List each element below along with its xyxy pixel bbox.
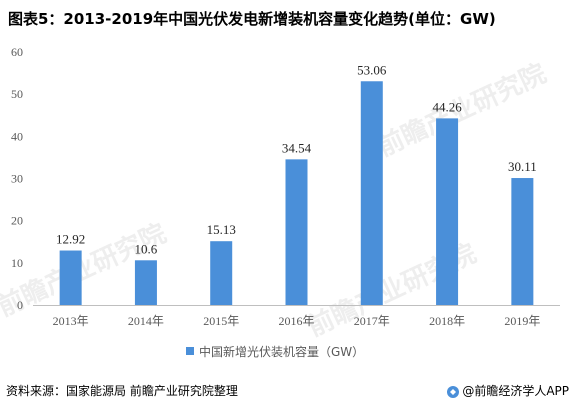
data-label: 10.6 (135, 241, 158, 256)
bar (285, 159, 308, 305)
x-tick-label: 2015年 (203, 314, 239, 328)
data-label: 34.54 (282, 140, 312, 155)
legend-label: 中国新增光伏装机容量（GW） (199, 344, 364, 359)
brand-text: @前瞻经济学人APP (462, 384, 569, 398)
x-tick-label: 2019年 (504, 314, 540, 328)
brand-credit: @前瞻经济学人APP (446, 382, 569, 399)
data-label: 44.26 (432, 99, 462, 114)
x-tick-label: 2018年 (429, 314, 465, 328)
x-tick-labels: 2013年 2014年 2015年 2016年 2017年 2018年 2019年 (53, 314, 541, 328)
x-tick-label: 2014年 (128, 314, 164, 328)
data-label: 15.13 (207, 222, 236, 237)
bar-chart: 0 10 20 30 40 50 60 12.92 10.6 15.13 34.54 53.06 44… (11, 45, 560, 359)
bars (59, 81, 534, 305)
bar (511, 178, 534, 305)
x-tick-label: 2013年 (53, 314, 89, 328)
y-tick-label: 0 (17, 298, 23, 312)
bar (134, 260, 157, 305)
y-tick-label: 40 (11, 129, 23, 143)
x-tick-label: 2017年 (354, 314, 390, 328)
y-tick-label: 20 (11, 214, 23, 228)
source-note: 资料来源：国家能源局 前瞻产业研究院整理 (6, 384, 238, 398)
y-tick-label: 30 (11, 172, 23, 186)
value-labels: 12.92 10.6 15.13 34.54 53.06 44.26 30.11 (56, 62, 537, 256)
legend: 中国新增光伏装机容量（GW） (186, 344, 364, 359)
data-label: 12.92 (56, 232, 85, 247)
x-tick-label: 2016年 (278, 314, 314, 328)
y-axis: 0 10 20 30 40 50 60 (11, 45, 23, 312)
bar (210, 241, 233, 305)
chart-title: 图表5：2013-2019年中国光伏发电新增装机容量变化趋势(单位：GW) (8, 10, 496, 28)
data-label: 30.11 (508, 159, 537, 174)
data-label: 53.06 (357, 62, 387, 77)
bar (360, 81, 383, 305)
y-tick-label: 10 (11, 256, 23, 270)
bar (59, 250, 82, 305)
y-tick-label: 50 (11, 87, 23, 101)
legend-swatch (186, 347, 194, 355)
brand-logo-icon (447, 385, 460, 398)
y-tick-label: 60 (11, 45, 23, 59)
bar (436, 118, 459, 305)
